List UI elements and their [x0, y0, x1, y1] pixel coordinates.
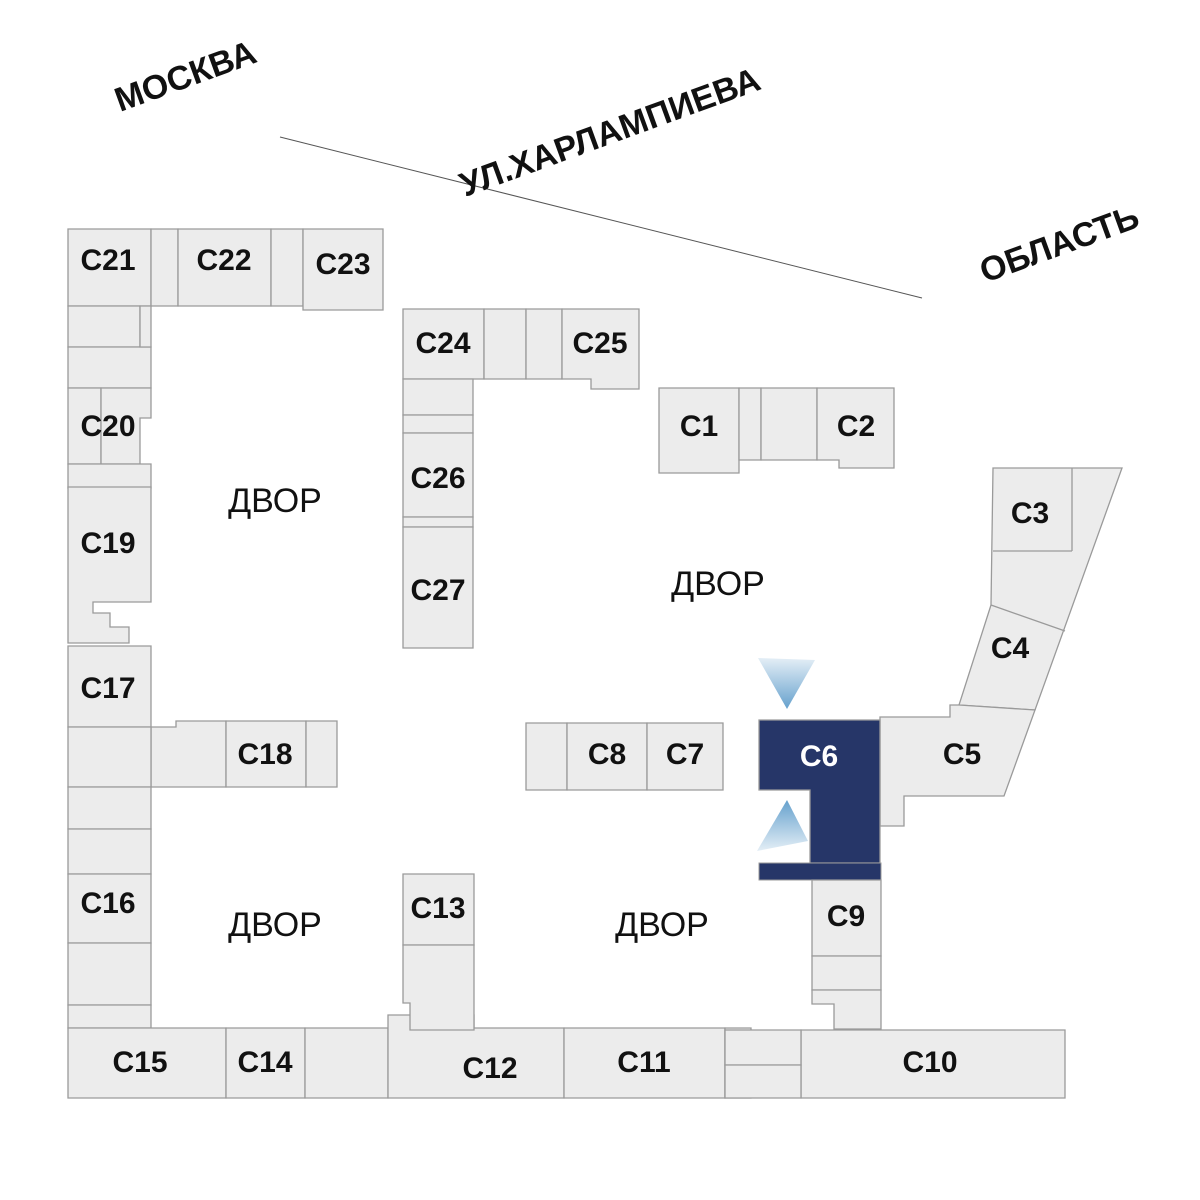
svg-text:C23: C23 — [315, 248, 370, 281]
svg-text:C20: C20 — [80, 410, 135, 443]
svg-text:C17: C17 — [80, 672, 135, 705]
svg-text:C18: C18 — [237, 738, 292, 771]
svg-text:ДВОР: ДВОР — [671, 565, 765, 603]
svg-text:C11: C11 — [617, 1046, 670, 1079]
svg-text:ДВОР: ДВОР — [228, 482, 322, 520]
svg-text:C21: C21 — [80, 244, 135, 277]
svg-text:C24: C24 — [415, 327, 470, 360]
svg-text:C2: C2 — [837, 410, 875, 443]
svg-text:C6: C6 — [800, 740, 838, 773]
svg-text:C12: C12 — [462, 1052, 517, 1085]
svg-text:C1: C1 — [680, 410, 718, 443]
svg-text:C8: C8 — [588, 738, 626, 771]
svg-text:C22: C22 — [196, 244, 251, 277]
svg-text:C25: C25 — [572, 327, 627, 360]
svg-text:C19: C19 — [80, 527, 135, 560]
svg-text:ДВОР: ДВОР — [228, 906, 322, 944]
svg-text:C3: C3 — [1011, 497, 1049, 530]
svg-text:C14: C14 — [237, 1046, 292, 1079]
svg-text:C27: C27 — [410, 574, 465, 607]
svg-text:C15: C15 — [112, 1046, 167, 1079]
svg-text:C5: C5 — [943, 738, 981, 771]
svg-text:C13: C13 — [410, 892, 465, 925]
svg-text:ДВОР: ДВОР — [615, 906, 709, 944]
svg-text:C4: C4 — [991, 632, 1030, 665]
svg-text:C7: C7 — [666, 738, 704, 771]
svg-text:C16: C16 — [80, 887, 135, 920]
svg-text:C9: C9 — [827, 900, 865, 933]
svg-text:C10: C10 — [902, 1046, 957, 1079]
svg-text:C26: C26 — [410, 462, 465, 495]
